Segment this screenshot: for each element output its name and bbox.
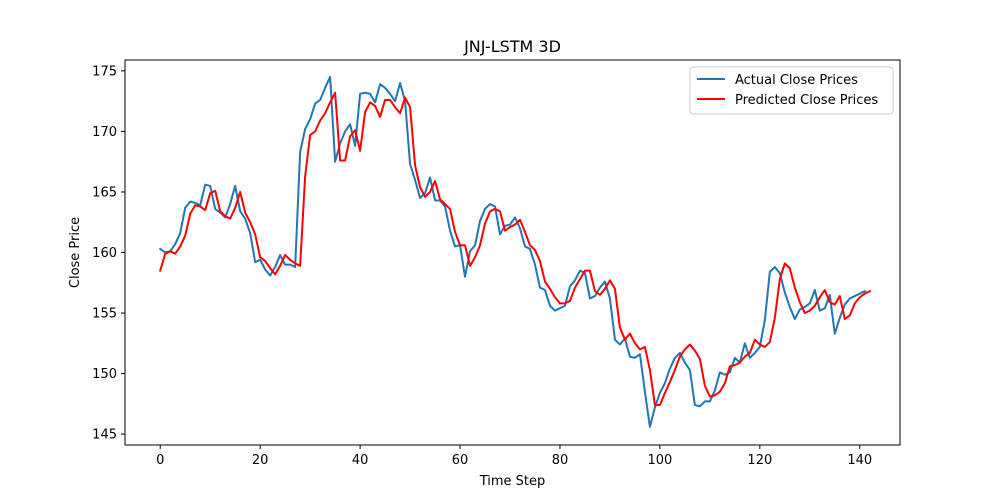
x-tick-label: 0: [156, 453, 164, 468]
y-tick-label: 175: [92, 64, 117, 79]
x-tick-label: 140: [847, 453, 872, 468]
x-tick-label: 40: [352, 453, 369, 468]
plot-frame: [124, 59, 901, 446]
x-axis-label: Time Step: [479, 474, 546, 489]
y-tick-label: 155: [92, 307, 117, 322]
actual-close-prices-line: [158, 75, 867, 428]
y-tick-label: 150: [92, 367, 117, 382]
x-tick-label: 80: [552, 453, 569, 468]
x-tick-label: 100: [647, 453, 672, 468]
x-axis-ticks: 0 20 40 60 80 100 120 140: [156, 445, 872, 468]
legend-label-actual: Actual Close Prices: [735, 73, 858, 88]
y-axis-ticks: 145 150 155 160 165 170 175: [92, 64, 125, 443]
x-tick-label: 120: [747, 453, 772, 468]
legend: Actual Close Prices Predicted Close Pric…: [689, 66, 894, 115]
series-layer: [158, 75, 872, 428]
predicted-close-prices-line: [158, 91, 872, 407]
y-tick-label: 145: [92, 428, 117, 443]
y-tick-label: 160: [92, 246, 117, 261]
chart-title: JNJ-LSTM 3D: [463, 37, 561, 56]
y-tick-label: 165: [92, 185, 117, 200]
y-axis-label: Close Price: [68, 217, 83, 288]
x-tick-label: 60: [452, 453, 469, 468]
y-tick-label: 170: [92, 125, 117, 140]
x-tick-label: 20: [252, 453, 269, 468]
legend-box: [689, 66, 894, 115]
legend-label-predicted: Predicted Close Prices: [735, 93, 878, 108]
